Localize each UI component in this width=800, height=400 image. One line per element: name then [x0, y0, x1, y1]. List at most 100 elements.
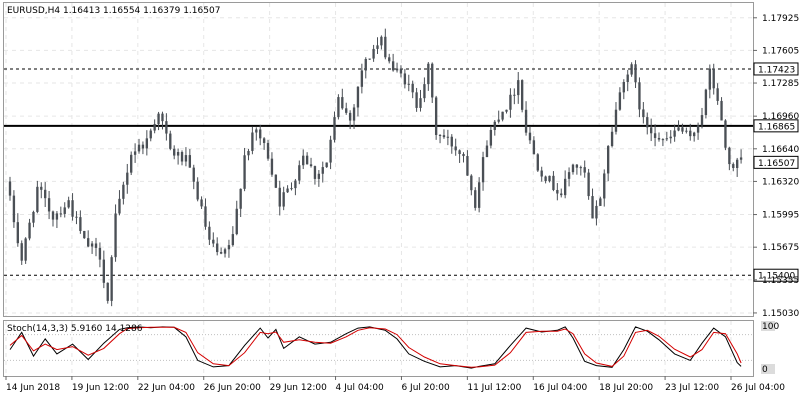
candle-body [259, 129, 262, 139]
candle-body [59, 213, 62, 215]
candle-body [606, 146, 610, 174]
x-tick-label: 23 Jul 12:00 [665, 383, 719, 393]
candle-body [231, 234, 235, 246]
candle-body [169, 133, 172, 149]
candle-body [501, 111, 504, 120]
candle-body [622, 82, 625, 93]
stoch-title: Stoch(14,3,3) 5.9160 14.1286 [7, 324, 143, 334]
current-price-box [753, 155, 799, 169]
candle-body [552, 175, 555, 190]
candle-body [102, 259, 106, 283]
candle-body [337, 97, 340, 118]
candle-body [489, 129, 493, 146]
candle-body [610, 131, 614, 147]
candle-body [83, 230, 86, 239]
candle-body [450, 136, 453, 147]
candle-body [517, 80, 520, 96]
candle-body [20, 243, 23, 261]
candle-body [536, 154, 539, 171]
candle-body [728, 147, 731, 165]
candle-body [470, 175, 473, 191]
candle-body [79, 217, 82, 231]
time-axis: 14 Jun 2018 19 Jun 12:00 22 Jun 04:00 26 Ju… [5, 376, 785, 393]
candle-body [376, 45, 379, 49]
candle-body [329, 139, 332, 163]
candle-body [180, 152, 184, 162]
candle-body [44, 189, 47, 199]
candle-body [372, 48, 375, 59]
candle-body [548, 175, 551, 182]
candle-body [395, 68, 399, 71]
candle-body [669, 136, 672, 139]
candle-body [262, 138, 266, 143]
candle-body [356, 86, 360, 108]
candle-body [462, 154, 465, 157]
candle-body [12, 195, 16, 223]
candle-body [130, 154, 133, 173]
candle-body [739, 157, 743, 160]
y-tick-label: 1.15675 [762, 243, 799, 253]
candle-body [216, 243, 219, 253]
candle-body [380, 36, 383, 46]
y-tick-label: 1.15030 [762, 309, 799, 319]
y-tick-label: 1.16320 [762, 177, 799, 187]
candle-body [481, 157, 485, 183]
y-tick-label: 1.17925 [762, 14, 799, 24]
y-tick-label: 1.17285 [762, 79, 799, 89]
candle-body [685, 130, 688, 132]
level-label: 1.16865 [758, 122, 795, 132]
candle-body [157, 113, 160, 125]
candle-body [223, 249, 227, 254]
candle-body [560, 193, 563, 196]
candle-body [364, 59, 367, 71]
x-tick-label: 18 Jul 20:00 [599, 383, 653, 393]
candle-body [485, 145, 489, 158]
y-tick-label: 1.16640 [762, 145, 799, 155]
candle-body [298, 165, 301, 181]
candle-body [563, 178, 567, 196]
candle-body [145, 138, 149, 149]
price-axis: 1.17925 1.17605 1.17285 1.16960 1.16640 1.163… [753, 14, 799, 375]
level-lines: 1.17423 1.16865 1.15400 1.16507 [4, 62, 799, 282]
candle-body [646, 117, 649, 128]
candle-body [274, 174, 278, 188]
candle-body [176, 152, 180, 156]
candle-body [423, 84, 426, 99]
stoch-signal-line [9, 326, 742, 368]
candle-body [603, 173, 606, 199]
candle-body [247, 150, 250, 156]
candlestick-series [8, 28, 743, 307]
x-tick-label: 11 Jul 12:00 [467, 383, 521, 393]
candle-body [657, 137, 661, 140]
candle-body [649, 127, 653, 134]
x-tick-label: 22 Jun 04:00 [138, 383, 195, 393]
candle-body [94, 243, 98, 248]
candle-body [431, 63, 434, 98]
candle-body [40, 186, 43, 190]
candle-body [153, 124, 156, 131]
candle-body [227, 245, 231, 250]
candle-body [556, 189, 559, 194]
candle-body [36, 186, 39, 212]
candle-body [309, 164, 313, 167]
stoch-panel-frame [3, 320, 754, 377]
candle-body [87, 238, 90, 247]
candle-body [427, 63, 430, 85]
candle-body [509, 94, 512, 110]
x-tick-label: 16 Jul 04:00 [533, 383, 587, 393]
candle-body [51, 211, 55, 220]
candle-body [24, 238, 27, 261]
candle-body [567, 172, 571, 179]
candle-body [106, 282, 109, 301]
candle-body [693, 132, 696, 137]
candle-body [540, 170, 543, 177]
level-label-box [753, 268, 799, 282]
candle-body [388, 57, 391, 62]
candle-body [122, 184, 125, 199]
candle-body [243, 155, 246, 189]
candle-body [700, 115, 704, 126]
candle-body [71, 200, 74, 217]
candle-body [528, 132, 532, 141]
candle-body [477, 182, 481, 208]
candle-body [638, 82, 641, 110]
